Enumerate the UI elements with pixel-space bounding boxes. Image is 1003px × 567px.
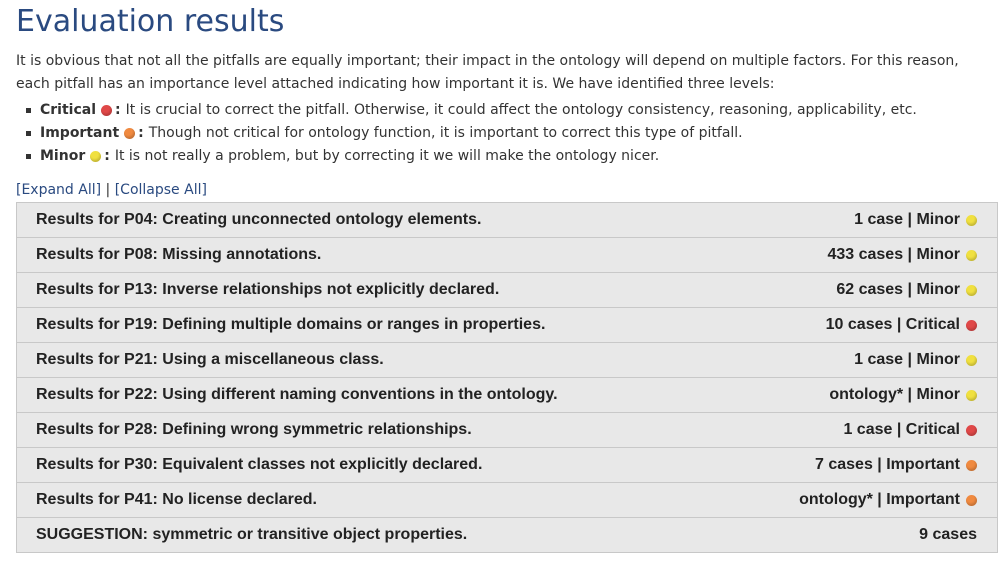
result-summary: ontology* | Important [799,491,960,508]
level-item-critical: Critical : It is crucial to correct the … [26,99,1003,122]
critical-dot-icon [966,319,977,331]
level-item-important: Important : Though not critical for onto… [26,122,1003,145]
result-title: Results for P22: Using different naming … [36,386,558,403]
result-summary-group: 7 cases | Important [815,456,977,474]
level-colon: : [115,102,121,118]
result-row-p19[interactable]: Results for P19: Defining multiple domai… [17,308,997,343]
result-summary-group: 1 case | Minor [854,211,977,229]
result-row-suggestion[interactable]: SUGGESTION: symmetric or transitive obje… [17,518,997,553]
result-row-p28[interactable]: Results for P28: Defining wrong symmetri… [17,413,997,448]
level-colon: : [138,125,144,141]
result-row-p13[interactable]: Results for P13: Inverse relationships n… [17,273,997,308]
important-dot-icon [966,494,977,506]
bullet-icon [26,154,31,159]
page-title: Evaluation results [16,4,285,39]
expand-all-link[interactable]: [Expand All] [16,182,102,198]
result-row-p08[interactable]: Results for P08: Missing annotations. 43… [17,238,997,273]
evaluation-page: Evaluation results It is obvious that no… [16,4,1003,553]
level-item-minor: Minor : It is not really a problem, but … [26,145,1003,168]
minor-dot-icon [90,151,102,162]
result-summary: 62 cases | Minor [836,281,960,298]
result-summary-group: ontology* | Important [799,491,977,509]
result-summary-group: ontology* | Minor [829,386,977,404]
result-title: Results for P41: No license declared. [36,491,317,508]
critical-dot-icon [101,105,113,116]
result-summary-group: 9 cases [919,526,977,544]
controls-separator: | [105,182,111,198]
level-name: Critical [40,102,97,118]
bullet-icon [26,108,31,113]
result-title: Results for P04: Creating unconnected on… [36,211,482,228]
result-title: Results for P13: Inverse relationships n… [36,281,500,298]
bullet-icon [26,131,31,136]
result-row-p41[interactable]: Results for P41: No license declared. on… [17,483,997,518]
result-summary: 7 cases | Important [815,456,960,473]
importance-levels-list: Critical : It is crucial to correct the … [16,99,1003,168]
result-row-p22[interactable]: Results for P22: Using different naming … [17,378,997,413]
intro-paragraph: It is obvious that not all the pitfalls … [16,53,959,92]
level-name: Minor [40,148,86,164]
level-colon: : [104,148,110,164]
minor-dot-icon [966,389,977,401]
minor-dot-icon [966,249,977,261]
result-summary-group: 62 cases | Minor [836,281,977,299]
critical-dot-icon [966,424,977,436]
level-description: Though not critical for ontology functio… [148,125,743,141]
level-description: It is not really a problem, but by corre… [114,148,660,164]
minor-dot-icon [966,354,977,366]
important-dot-icon [124,128,136,139]
results-accordion: Results for P04: Creating unconnected on… [16,202,998,553]
result-summary: 9 cases [919,526,977,543]
result-summary: ontology* | Minor [829,386,960,403]
result-summary: 10 cases | Critical [825,316,960,333]
result-summary-group: 1 case | Critical [843,421,977,439]
result-title: Results for P19: Defining multiple domai… [36,316,546,333]
result-row-p30[interactable]: Results for P30: Equivalent classes not … [17,448,997,483]
level-description: It is crucial to correct the pitfall. Ot… [125,102,917,118]
result-summary: 1 case | Critical [843,421,960,438]
important-dot-icon [966,459,977,471]
collapse-all-link[interactable]: [Collapse All] [114,182,207,198]
result-title: Results for P28: Defining wrong symmetri… [36,421,472,438]
result-summary-group: 1 case | Minor [854,351,977,369]
level-name: Important [40,125,120,141]
result-title: Results for P08: Missing annotations. [36,246,322,263]
result-row-p21[interactable]: Results for P21: Using a miscellaneous c… [17,343,997,378]
result-summary-group: 10 cases | Critical [826,316,977,334]
result-summary-group: 433 cases | Minor [827,246,977,264]
result-summary: 433 cases | Minor [827,246,960,263]
minor-dot-icon [966,214,977,226]
minor-dot-icon [966,284,977,296]
result-title: Results for P30: Equivalent classes not … [36,456,483,473]
result-summary: 1 case | Minor [854,211,960,228]
expand-collapse-controls: [Expand All] | [Collapse All] [16,181,1003,199]
result-row-p04[interactable]: Results for P04: Creating unconnected on… [17,203,997,238]
result-title: Results for P21: Using a miscellaneous c… [36,351,384,368]
result-summary: 1 case | Minor [854,351,960,368]
result-title: SUGGESTION: symmetric or transitive obje… [36,526,468,543]
